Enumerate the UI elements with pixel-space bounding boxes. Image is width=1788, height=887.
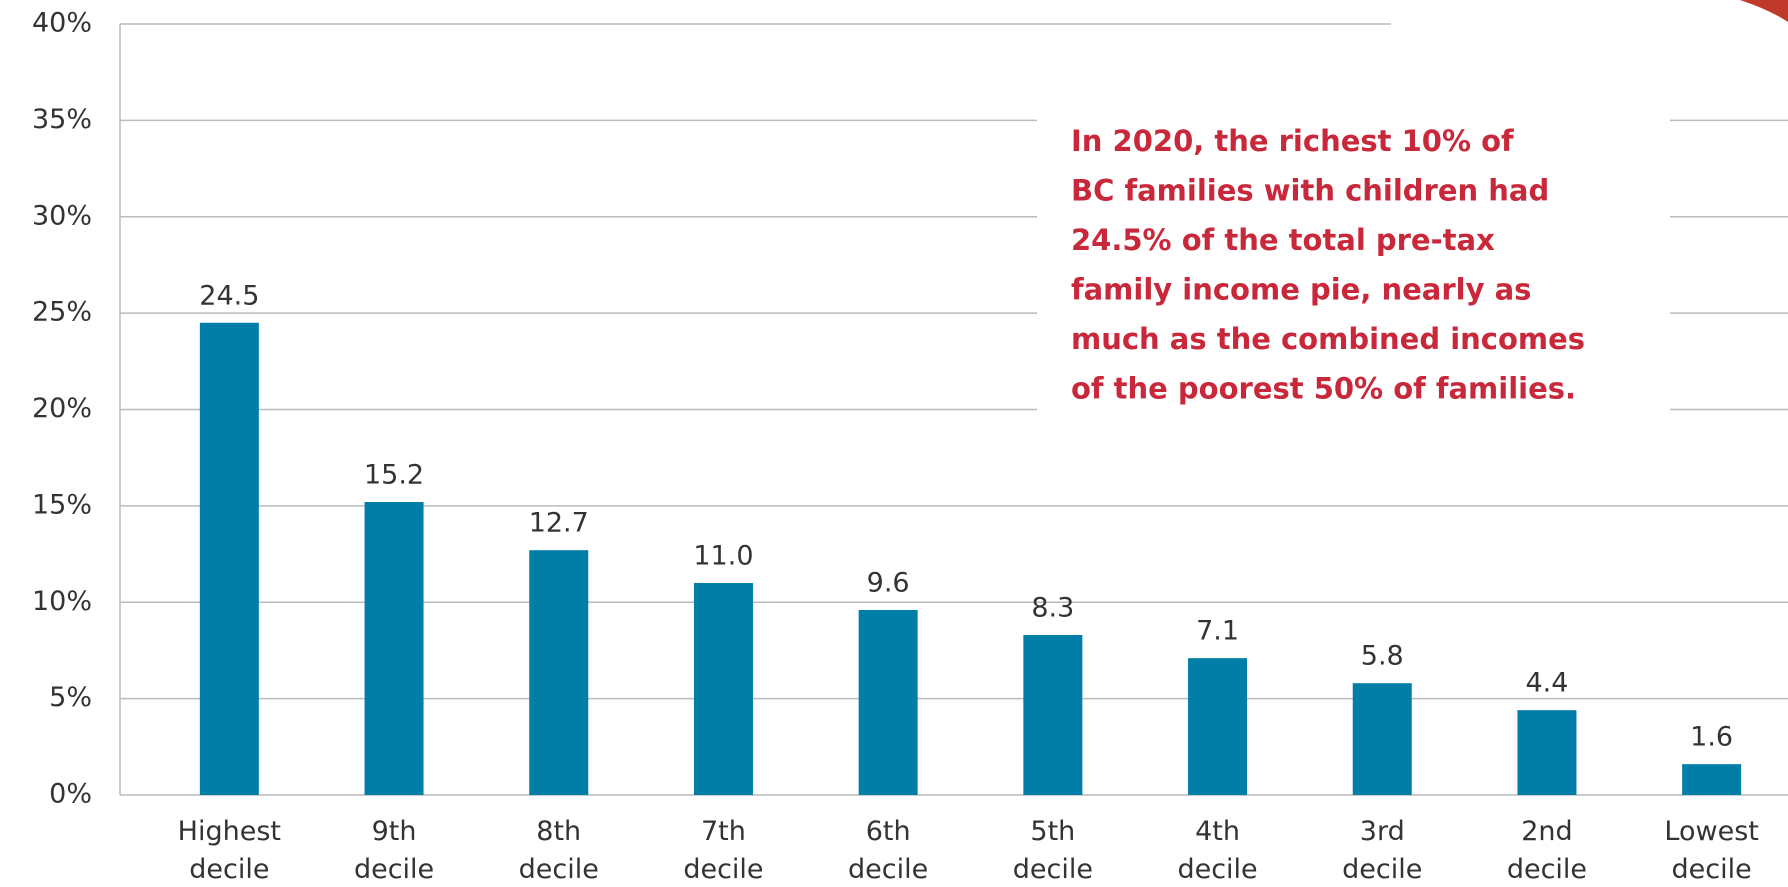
x-tick-label: 8th decile (519, 816, 599, 885)
data-label: 7.1 (1196, 616, 1239, 647)
data-label: 8.3 (1031, 593, 1074, 624)
x-tick-label: Highest decile (178, 816, 281, 885)
y-tick-label: 20% (32, 393, 92, 424)
data-label: 12.7 (529, 508, 589, 539)
annotation-line: family income pie, nearly as (1071, 273, 1531, 307)
data-label: 15.2 (364, 460, 424, 491)
data-label: 1.6 (1690, 722, 1733, 753)
bar (364, 502, 424, 795)
y-tick-label: 0% (49, 779, 92, 810)
decoration (1740, 0, 1788, 22)
x-tick-label: 3rd decile (1342, 816, 1422, 885)
y-tick-label: 25% (32, 297, 92, 328)
y-tick-label: 15% (32, 489, 92, 520)
y-tick-label: 10% (32, 586, 92, 617)
x-tick-label: 4th decile (1177, 816, 1257, 885)
data-label: 24.5 (199, 280, 259, 311)
bar (858, 609, 918, 795)
bar (693, 582, 753, 795)
x-tick-label: 2nd decile (1507, 816, 1587, 885)
data-label: 11.0 (693, 540, 753, 571)
data-label: 4.4 (1525, 668, 1568, 699)
data-label: 5.8 (1361, 641, 1404, 672)
bar (1352, 683, 1412, 795)
bar (529, 550, 589, 795)
x-tick-label: 9th decile (354, 816, 434, 885)
annotation-line: of the poorest 50% of families. (1071, 372, 1576, 406)
bar (1023, 635, 1083, 795)
y-tick-label: 30% (32, 200, 92, 231)
annotation-line: much as the combined incomes (1071, 322, 1585, 356)
annotation-line: In 2020, the richest 10% of (1071, 124, 1514, 158)
data-label: 9.6 (867, 567, 910, 598)
y-tick-label: 35% (32, 104, 92, 135)
x-tick-label: 7th decile (683, 816, 763, 885)
y-tick-label: 40% (32, 8, 92, 39)
x-tick-label: 6th decile (848, 816, 928, 885)
y-tick-label: 5% (49, 682, 92, 713)
bar (199, 322, 259, 795)
annotation-line: 24.5% of the total pre-tax (1071, 223, 1495, 257)
annotation-box (1037, 97, 1670, 433)
bar (1188, 658, 1248, 795)
x-tick-label: Lowest decile (1664, 816, 1758, 885)
annotation-line: BC families with children had (1071, 174, 1549, 208)
bar (1517, 710, 1577, 795)
x-tick-label: 5th decile (1013, 816, 1093, 885)
bar (1682, 764, 1742, 795)
